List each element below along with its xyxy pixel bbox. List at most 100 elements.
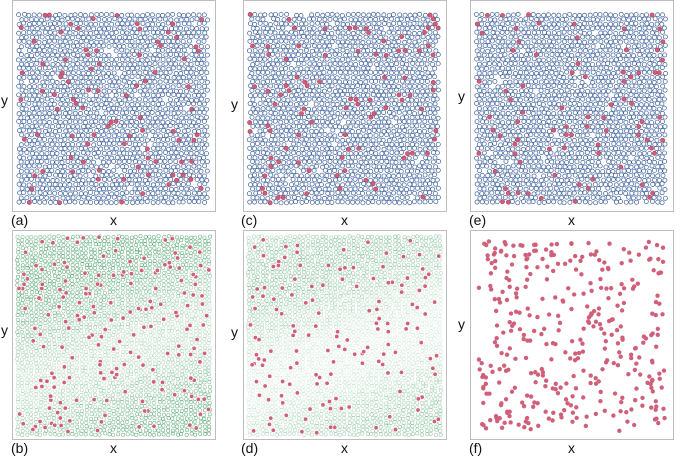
particle (644, 83, 650, 89)
particle (197, 101, 202, 107)
particle (337, 124, 342, 130)
particle (337, 34, 343, 40)
particle (42, 110, 48, 116)
particle (201, 145, 207, 151)
particle (492, 96, 498, 102)
particle (368, 69, 374, 75)
particle (175, 119, 181, 124)
particle (60, 52, 65, 58)
particle (86, 16, 92, 22)
particle (474, 100, 479, 106)
particle (165, 48, 171, 53)
particle (333, 186, 338, 192)
particle (544, 141, 550, 147)
particle (327, 16, 333, 22)
particle (252, 74, 258, 80)
particle (20, 127, 26, 133)
particle (616, 150, 621, 155)
particle (433, 119, 439, 125)
particle (624, 164, 630, 169)
mesh-node (179, 235, 184, 240)
particle (91, 159, 97, 165)
particle (335, 92, 341, 98)
particle (511, 110, 517, 116)
particle (398, 16, 404, 22)
particle (539, 43, 545, 49)
defect-particle (250, 43, 255, 49)
particle (314, 163, 320, 169)
particle (107, 97, 113, 103)
defect-particle (176, 137, 182, 143)
mesh-node (125, 254, 130, 259)
particle (24, 195, 30, 201)
particle (173, 150, 179, 156)
particle (94, 93, 99, 99)
particle (549, 17, 555, 23)
particle (324, 21, 330, 27)
particle (579, 43, 585, 49)
particle (306, 186, 312, 192)
particle (31, 21, 37, 27)
particle (44, 167, 50, 173)
particle (78, 30, 84, 36)
particle (319, 47, 325, 53)
particle (595, 34, 601, 40)
particle (186, 164, 192, 170)
mesh-node (152, 259, 157, 264)
particle (345, 199, 351, 205)
particle (498, 177, 504, 182)
particle (142, 177, 148, 183)
particle (160, 84, 166, 90)
particle (361, 48, 367, 54)
particle (639, 129, 645, 134)
particle (301, 61, 307, 67)
particle (80, 132, 86, 138)
defect-particle (296, 43, 302, 49)
mesh-node (106, 250, 111, 255)
particle (430, 186, 436, 192)
particle (381, 164, 387, 170)
particle (88, 190, 93, 195)
defect-particle (427, 12, 433, 18)
particle (386, 84, 392, 89)
defect-particle (94, 48, 99, 54)
particle (583, 57, 589, 63)
particle (582, 110, 588, 115)
particle (168, 177, 174, 182)
particle (104, 199, 110, 205)
particle (337, 88, 343, 94)
particle (358, 159, 364, 165)
particle (196, 199, 202, 205)
particle (312, 141, 318, 147)
particle (401, 92, 407, 97)
particle (422, 47, 428, 53)
defect-particle (140, 128, 145, 133)
particle (572, 75, 578, 81)
particle (171, 154, 177, 160)
particle (57, 12, 62, 18)
particle (590, 26, 595, 32)
particle (646, 52, 652, 58)
particle (535, 12, 541, 18)
particle (632, 97, 637, 102)
particle (608, 39, 614, 45)
particle (115, 21, 120, 27)
particle (63, 101, 69, 107)
particle (623, 101, 629, 107)
particle (587, 190, 593, 196)
particle (181, 101, 186, 107)
particle (126, 52, 132, 58)
particle (520, 74, 526, 80)
particle (367, 25, 373, 31)
particle (315, 38, 320, 44)
particle (117, 17, 123, 23)
particle (560, 168, 565, 174)
particle (62, 84, 68, 90)
particle (181, 164, 187, 169)
mesh-node (111, 243, 116, 248)
particle (379, 96, 384, 102)
particle (137, 70, 143, 76)
particle (389, 79, 394, 85)
particle (360, 92, 366, 98)
particle (119, 137, 124, 142)
